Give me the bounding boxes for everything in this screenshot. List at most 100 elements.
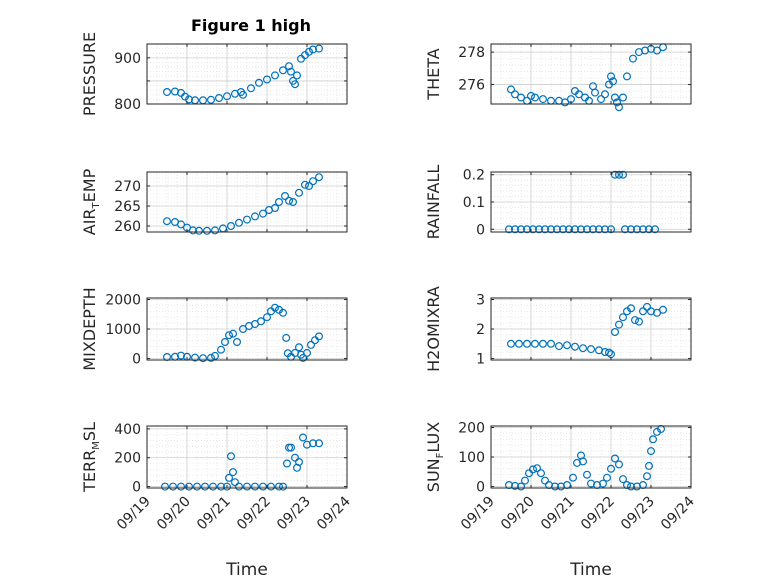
data-point — [638, 307, 647, 316]
data-point — [217, 482, 226, 491]
data-point — [570, 342, 579, 351]
data-point — [578, 344, 587, 353]
y-tick-label: 100 — [458, 450, 485, 466]
series-markers — [163, 173, 324, 235]
data-point — [507, 339, 516, 348]
x-tick-label: 09/20 — [498, 494, 538, 534]
data-point — [552, 225, 561, 234]
data-point — [247, 84, 256, 93]
data-point — [243, 215, 252, 224]
data-point — [618, 93, 627, 102]
data-point — [207, 95, 216, 104]
x-axis-label: Time — [569, 560, 612, 580]
data-point — [305, 182, 314, 191]
data-point — [511, 225, 520, 234]
data-point — [540, 225, 549, 234]
data-point — [528, 465, 537, 474]
data-point — [652, 46, 661, 55]
y-axis-label: THETA — [424, 48, 443, 100]
y-tick-label: 2 — [476, 322, 485, 338]
major-grid — [146, 426, 348, 488]
axes-layer: 800 900 PRESSURE 276 278 THETA 260 265 270 AIRTEM… — [80, 32, 698, 580]
data-point — [505, 225, 514, 234]
chart-panel-h2omixra: 1 2 3 H2OMIXRA — [424, 286, 692, 372]
data-point — [275, 482, 284, 491]
data-point — [199, 354, 208, 363]
data-point — [177, 482, 186, 491]
data-point — [530, 93, 539, 102]
data-point — [558, 225, 567, 234]
data-point — [231, 478, 240, 487]
data-point — [303, 348, 312, 357]
data-point — [606, 72, 615, 81]
data-point — [309, 177, 318, 186]
x-tick-label: 09/21 — [194, 494, 234, 534]
data-point — [163, 217, 172, 226]
data-point — [255, 78, 264, 87]
data-point — [279, 308, 288, 317]
y-tick-label: 0.2 — [463, 168, 485, 184]
data-point — [309, 439, 318, 448]
chart-panel-theta: 276 278 THETA — [424, 43, 692, 112]
chart-panel-sun: 0 100 200 SUNFLUX 09/19 09/20 09/21 09/22 09/23 0… — [424, 420, 698, 580]
data-point — [596, 95, 605, 104]
axes-box — [146, 425, 348, 489]
data-point — [507, 85, 516, 94]
y-tick-label: 0 — [476, 480, 485, 496]
data-point — [257, 317, 266, 326]
y-tick-label: 1 — [476, 352, 485, 368]
data-point — [530, 339, 539, 348]
x-tick-label: 09/19 — [458, 494, 498, 534]
x-tick-label: 09/21 — [538, 494, 578, 534]
data-point — [610, 454, 619, 463]
data-point — [606, 225, 615, 234]
data-point — [612, 98, 621, 107]
data-point — [215, 93, 224, 102]
data-point — [235, 218, 244, 227]
data-point — [576, 225, 585, 234]
data-point — [600, 225, 609, 234]
data-point — [217, 345, 226, 354]
data-point — [229, 329, 238, 338]
data-point — [628, 54, 637, 63]
data-point — [626, 304, 635, 313]
data-point — [281, 192, 290, 201]
data-point — [582, 225, 591, 234]
data-point — [279, 482, 288, 491]
data-point — [610, 170, 619, 179]
data-point — [315, 44, 324, 53]
y-tick-label: 800 — [114, 97, 141, 113]
x-tick-label: 09/24 — [658, 493, 698, 533]
data-point — [528, 225, 537, 234]
x-tick-label: 09/23 — [618, 494, 658, 534]
data-point — [602, 473, 611, 482]
series-markers — [163, 44, 324, 105]
data-point — [554, 342, 563, 351]
data-point — [630, 316, 639, 325]
data-point — [598, 479, 607, 488]
data-point — [514, 339, 523, 348]
data-point — [550, 482, 559, 491]
data-point — [614, 460, 623, 469]
data-point — [520, 476, 529, 485]
data-point — [540, 476, 549, 485]
data-point — [295, 343, 304, 352]
data-point — [538, 95, 547, 104]
data-point — [209, 482, 218, 491]
data-point — [536, 469, 545, 478]
data-point — [618, 475, 627, 484]
y-tick-label: 0 — [476, 222, 485, 238]
data-point — [263, 313, 272, 322]
data-point — [299, 353, 308, 362]
y-tick-label: 265 — [114, 199, 141, 215]
data-point — [271, 71, 280, 80]
data-point — [279, 66, 288, 75]
data-point — [185, 482, 194, 491]
y-axis-label: SUNFLUX — [424, 422, 446, 492]
data-point — [193, 482, 202, 491]
chart-panel-terr: 0 200 400 TERRMSL 09/19 09/20 09/21 09/22 09/23 0… — [80, 422, 354, 580]
data-point — [227, 222, 236, 231]
data-point — [203, 226, 212, 235]
y-tick-label: 0 — [132, 352, 141, 368]
